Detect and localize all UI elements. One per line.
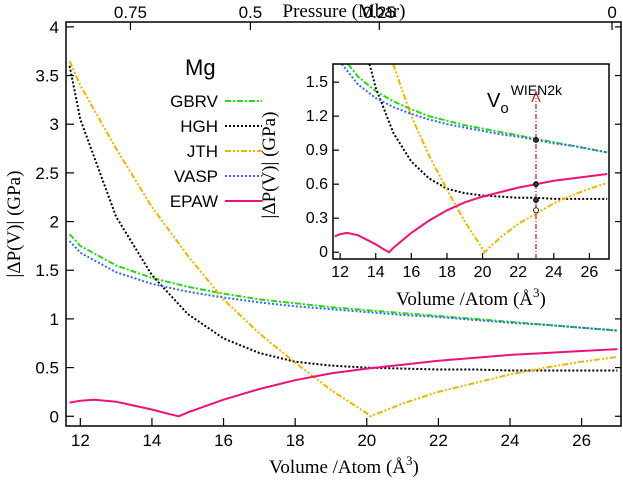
main-plot-frame <box>65 21 622 427</box>
x-tick-label-26: 26 <box>572 431 591 450</box>
marker-gbrv <box>533 137 539 143</box>
inset-x-tick-label-14: 14 <box>367 264 385 281</box>
inset-y-tick-label-1-2: 1.2 <box>306 108 328 125</box>
inset-y-tick-label-0-6: 0.6 <box>306 176 328 193</box>
inset-y-tick-label-0-9: 0.9 <box>306 142 328 159</box>
inset-y-tick-label-0: 0 <box>319 244 328 261</box>
inset-x-tick-label-26: 26 <box>581 264 599 281</box>
inset-series-gbrv <box>347 63 608 154</box>
y-tick-label-3-5: 3.5 <box>35 67 59 86</box>
inset-x-tick-label-24: 24 <box>545 264 563 281</box>
inset-y-axis-title: |ΔP(V)| (GPa) <box>259 112 280 219</box>
y-tick-label-2-5: 2.5 <box>35 164 59 183</box>
x-tick-label-18: 18 <box>286 431 305 450</box>
inset-series <box>334 63 608 254</box>
inset-background <box>305 64 609 259</box>
main-series <box>68 60 618 418</box>
inset-annotation: VoWIEN2k <box>487 82 563 259</box>
x-tick-label-12: 12 <box>71 431 90 450</box>
main-series-hgh <box>68 65 618 372</box>
legend-label-jth: JTH <box>187 142 218 161</box>
inset-x-tick-label-12: 12 <box>331 264 349 281</box>
main-ticks: 12 14 16 18 20 22 24 26 0 0.5 1 1.5 2 2.5 3 3.5 4 0.75 0.5… <box>35 3 621 450</box>
y-tick-label-0-5: 0.5 <box>35 359 59 378</box>
inset-series-epaw <box>334 173 608 254</box>
inset-y-tick-label-0-3: 0.3 <box>306 210 328 227</box>
top-tick-label-0: 0 <box>607 3 616 22</box>
y-tick-label-1: 1 <box>50 310 59 329</box>
main-series-gbrv <box>68 233 618 332</box>
x-tick-label-14: 14 <box>142 431 161 450</box>
marker-hgh <box>533 197 539 203</box>
inset-series-hgh <box>368 63 608 200</box>
x-axis-title: Volume /Atom (Å3) <box>269 453 419 478</box>
top-tick-label-0-25: 0.25 <box>363 3 396 22</box>
top-tick-label-0-5: 0.5 <box>239 3 263 22</box>
y-tick-label-3: 3 <box>50 115 59 134</box>
marker-epaw <box>533 181 539 188</box>
y-tick-label-2: 2 <box>50 213 59 232</box>
inset-x-tick-label-18: 18 <box>438 264 456 281</box>
inset-y-tick-label-1-5: 1.5 <box>306 74 328 91</box>
main-series-epaw <box>69 348 618 418</box>
x-tick-label-22: 22 <box>429 431 448 450</box>
legend: Mg GBRV HGH JTH VASP EPAW <box>170 55 262 211</box>
marker-jth <box>533 207 539 214</box>
inset-frame <box>332 63 610 260</box>
main-series-vasp <box>68 240 618 332</box>
annotation-label: VoWIEN2k <box>487 82 563 117</box>
legend-label-gbrv: GBRV <box>170 92 219 111</box>
y-tick-label-0: 0 <box>50 407 59 426</box>
y-tick-label-1-5: 1.5 <box>35 261 59 280</box>
y-tick-label-4: 4 <box>50 18 59 37</box>
x-tick-label-16: 16 <box>214 431 233 450</box>
legend-label-vasp: VASP <box>174 167 218 186</box>
top-axis-title: Pressure (Mbar) <box>283 1 406 22</box>
top-tick-label-0-75: 0.75 <box>114 3 147 22</box>
legend-label-hgh: HGH <box>180 117 218 136</box>
inset-ticks: 12 14 16 18 20 22 24 26 0 0.3 0.6 0.9 1.2 1.5 <box>306 74 599 281</box>
main-series-jth <box>68 60 618 418</box>
x-tick-label-20: 20 <box>357 431 376 450</box>
inset-x-tick-label-22: 22 <box>509 264 527 281</box>
y-axis-title: |ΔP(V)| (GPa) <box>4 171 25 278</box>
inset-series-jth <box>392 63 608 254</box>
annotation-arrow <box>531 90 541 103</box>
inset-x-tick-label-16: 16 <box>402 264 420 281</box>
inset-x-axis-title: Volume /Atom (Å3) <box>396 285 546 310</box>
legend-label-epaw: EPAW <box>170 192 218 211</box>
inset-x-tick-label-20: 20 <box>474 264 492 281</box>
legend-title: Mg <box>185 55 216 80</box>
x-tick-label-24: 24 <box>501 431 520 450</box>
